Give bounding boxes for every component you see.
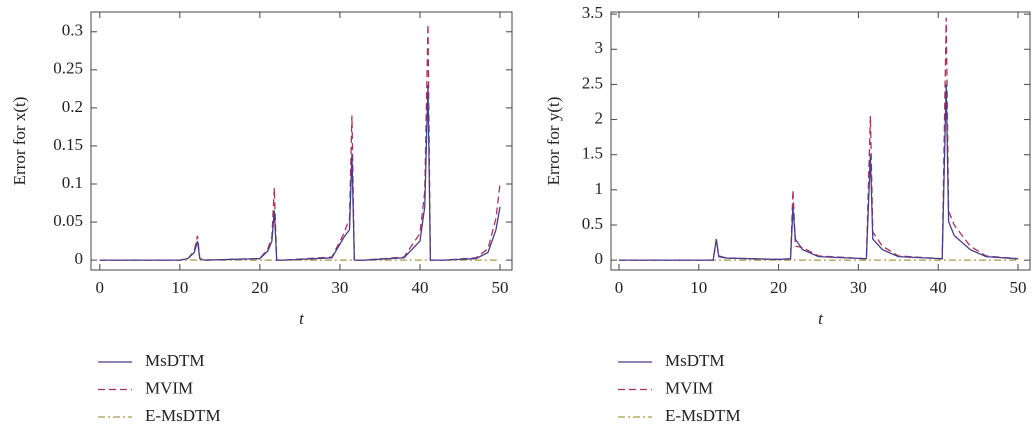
- x-tick-label: 10: [690, 278, 707, 297]
- y-tick-label: 3: [595, 38, 604, 57]
- x-tick-label: 20: [251, 278, 268, 297]
- legend-label: MsDTM: [665, 351, 725, 370]
- y-tick-label: 0.3: [62, 21, 83, 40]
- x-tick-label: 30: [850, 278, 867, 297]
- y-tick-label: 0.1: [62, 173, 83, 192]
- x-tick-label: 0: [96, 278, 105, 297]
- x-tick-label: 50: [491, 278, 508, 297]
- legend-label: MVIM: [145, 378, 193, 397]
- x-tick-label: 50: [1010, 278, 1027, 297]
- x-tick-label: 10: [171, 278, 188, 297]
- y-tick-label: 0.05: [53, 211, 83, 230]
- series-line: [618, 17, 1019, 261]
- y-tick-label: 3.5: [582, 3, 603, 22]
- plot-frame: [90, 11, 513, 271]
- x-axis-label: t: [299, 309, 305, 328]
- series-line: [99, 24, 501, 261]
- y-tick-label: 0.5: [582, 214, 603, 233]
- y-tick-label: 0.15: [53, 135, 83, 154]
- y-tick-label: 2.5: [582, 73, 603, 92]
- plot-frame: [610, 11, 1031, 271]
- y-tick-label: 0.2: [62, 97, 83, 116]
- y-axis-label: Error for y(t): [544, 97, 563, 186]
- y-tick-label: 0.25: [53, 59, 83, 78]
- legend-label: MsDTM: [145, 351, 205, 370]
- legend-label: E-MsDTM: [145, 406, 221, 425]
- legend-label: MVIM: [665, 378, 713, 397]
- y-tick-label: 0: [75, 249, 84, 268]
- x-tick-label: 40: [930, 278, 947, 297]
- chart: 0 10 20 30 40 50 0 0.05 0.1 0.15 0.2 0.25 0.3 t Error …: [10, 11, 513, 425]
- x-tick-label: 0: [615, 278, 624, 297]
- x-tick-label: 30: [331, 278, 348, 297]
- y-tick-label: 0: [595, 249, 604, 268]
- legend-label: E-MsDTM: [665, 406, 741, 425]
- series-line: [99, 85, 501, 261]
- y-tick-label: 1: [595, 179, 604, 198]
- x-tick-label: 40: [411, 278, 428, 297]
- y-tick-label: 1.5: [582, 144, 603, 163]
- y-axis-label: Error for x(t): [10, 97, 29, 186]
- x-axis-label: t: [818, 309, 824, 328]
- x-tick-label: 20: [770, 278, 787, 297]
- y-tick-label: 2: [595, 108, 604, 127]
- chart: 0 10 20 30 40 50 0 0.5 1 1.5 2 2.5 3 3.5 t Error for y(…: [544, 3, 1031, 425]
- series-line: [618, 84, 1019, 261]
